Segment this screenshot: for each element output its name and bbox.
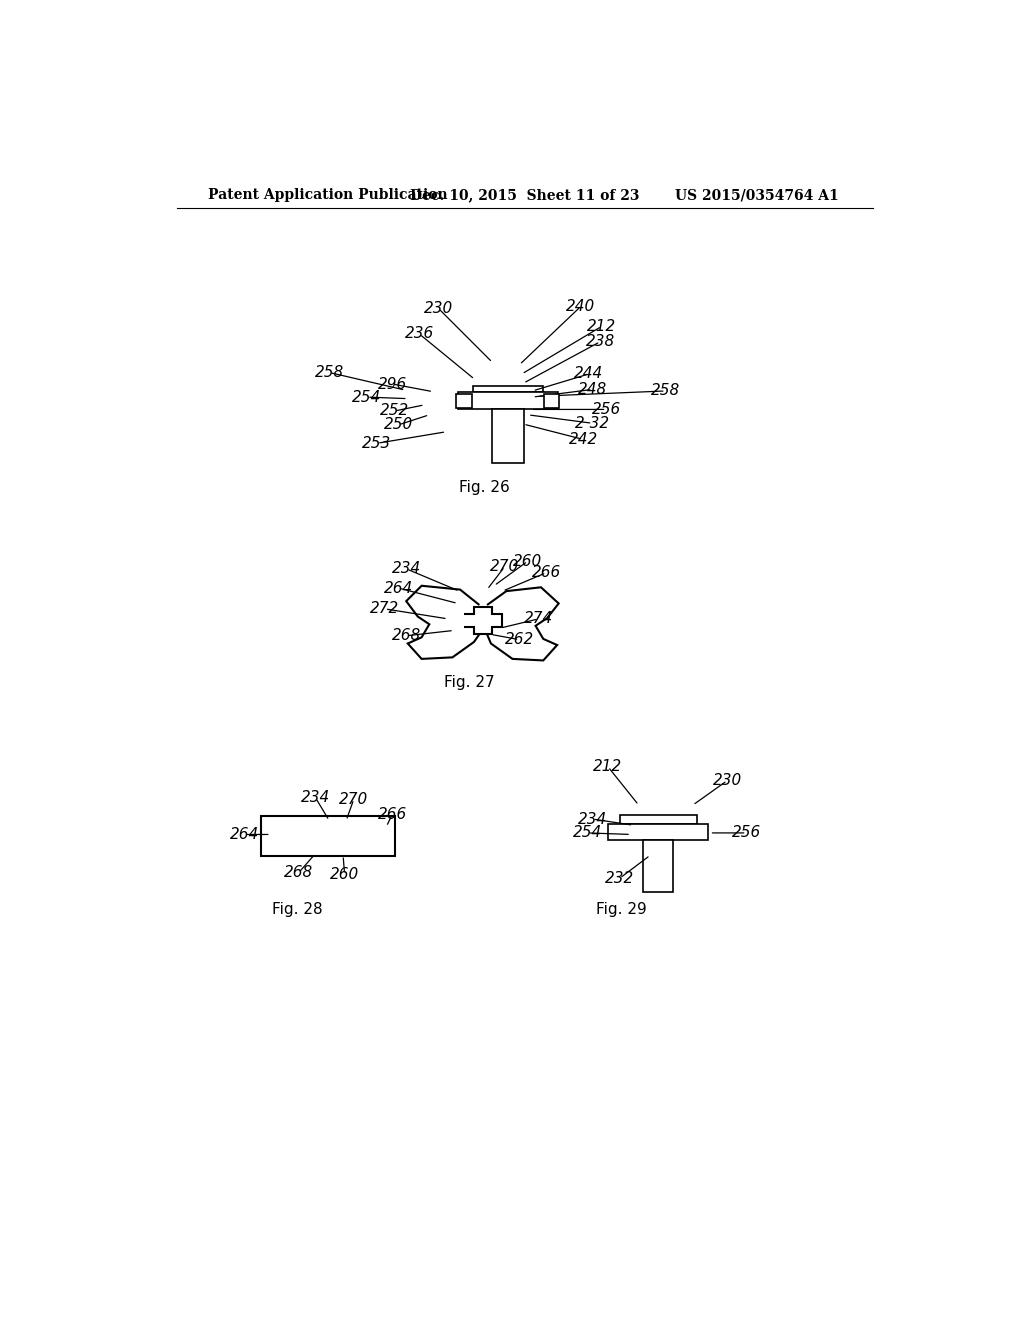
- Text: 242: 242: [568, 432, 598, 447]
- Text: 260: 260: [330, 867, 359, 882]
- Text: 270: 270: [490, 558, 519, 574]
- Polygon shape: [473, 385, 543, 392]
- Text: 264: 264: [384, 581, 413, 595]
- Text: 260: 260: [513, 553, 543, 569]
- Text: 266: 266: [378, 807, 407, 822]
- Text: 248: 248: [578, 381, 607, 397]
- Text: 258: 258: [651, 383, 680, 399]
- Text: 274: 274: [524, 611, 553, 627]
- Text: Dec. 10, 2015  Sheet 11 of 23: Dec. 10, 2015 Sheet 11 of 23: [410, 189, 640, 202]
- Text: 238: 238: [586, 334, 614, 350]
- Text: 234: 234: [301, 789, 330, 805]
- Text: 253: 253: [362, 436, 391, 451]
- Polygon shape: [473, 385, 543, 392]
- Text: 234: 234: [391, 561, 421, 577]
- Text: 272: 272: [370, 602, 399, 616]
- Polygon shape: [608, 825, 708, 840]
- Text: Fig. 28: Fig. 28: [271, 902, 323, 916]
- Text: 268: 268: [284, 866, 313, 880]
- Text: 244: 244: [574, 367, 603, 381]
- Text: 232: 232: [605, 871, 634, 886]
- Text: 230: 230: [713, 774, 742, 788]
- Text: 254: 254: [572, 825, 602, 841]
- Text: 234: 234: [578, 812, 607, 826]
- Polygon shape: [492, 409, 524, 463]
- Text: 256: 256: [592, 401, 621, 417]
- Text: 268: 268: [391, 628, 421, 643]
- Polygon shape: [620, 816, 696, 825]
- Text: 258: 258: [314, 364, 344, 380]
- Polygon shape: [492, 409, 524, 463]
- Text: 262: 262: [505, 632, 535, 647]
- Polygon shape: [643, 840, 674, 892]
- Text: 212: 212: [587, 318, 616, 334]
- Text: 296: 296: [378, 376, 407, 392]
- Text: 2 32: 2 32: [575, 416, 609, 430]
- Text: 254: 254: [352, 389, 382, 405]
- Polygon shape: [306, 816, 349, 857]
- Text: 212: 212: [593, 759, 623, 775]
- Polygon shape: [544, 395, 559, 408]
- Text: 236: 236: [404, 326, 434, 342]
- Text: 230: 230: [424, 301, 454, 315]
- Text: 266: 266: [531, 565, 561, 581]
- Polygon shape: [457, 395, 472, 408]
- Polygon shape: [620, 816, 696, 825]
- Polygon shape: [261, 816, 394, 857]
- Polygon shape: [457, 395, 472, 408]
- Polygon shape: [458, 392, 558, 409]
- Text: Patent Application Publication: Patent Application Publication: [208, 189, 447, 202]
- Text: Fig. 29: Fig. 29: [596, 902, 647, 916]
- Text: 252: 252: [380, 404, 410, 418]
- Text: 256: 256: [732, 825, 761, 841]
- Polygon shape: [643, 840, 674, 892]
- Polygon shape: [544, 395, 559, 408]
- Text: US 2015/0354764 A1: US 2015/0354764 A1: [675, 189, 839, 202]
- Text: 240: 240: [566, 298, 596, 314]
- Polygon shape: [458, 392, 558, 409]
- Text: Fig. 26: Fig. 26: [460, 480, 510, 495]
- Text: 250: 250: [384, 417, 413, 433]
- Polygon shape: [608, 825, 708, 840]
- Text: 270: 270: [339, 792, 369, 807]
- Text: Fig. 27: Fig. 27: [444, 675, 495, 689]
- Text: 264: 264: [230, 826, 259, 842]
